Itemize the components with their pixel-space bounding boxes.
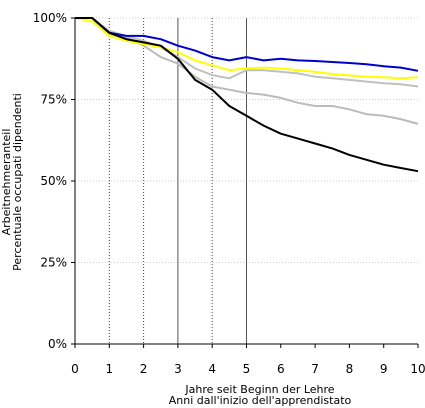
x-tick-label-5: 5 (243, 362, 251, 376)
x-tick-label-2: 2 (140, 362, 148, 376)
x-tick-label-3: 3 (174, 362, 182, 376)
y-tick-label-0: 0% (48, 337, 67, 351)
y-tick-label-4: 100% (33, 11, 67, 25)
y-axis-label-line2: Percentuale occupati dipendenti (11, 93, 24, 271)
x-ticks: 0 1 2 3 4 5 6 7 8 9 10 (71, 344, 425, 376)
y-tick-label-3: 75% (40, 93, 67, 107)
x-tick-label-10: 10 (410, 362, 425, 376)
series-line-5 (75, 17, 419, 173)
x-tick-label-0: 0 (71, 362, 79, 376)
y-tick-label-2: 50% (40, 174, 67, 188)
x-tick-label-9: 9 (380, 362, 388, 376)
series-line-3 (75, 17, 419, 72)
series-line-4 (74, 17, 419, 80)
y-axis-label-line1: Arbeitnehmeranteil (0, 129, 13, 236)
x-axis-label-line2: Anni dall'inizio dell'apprendistato (169, 394, 352, 407)
y-tick-label-1: 25% (40, 256, 67, 270)
y-ticks: 0% 25% 50% 75% 100% (33, 11, 75, 351)
x-tick-label-6: 6 (277, 362, 285, 376)
x-tick-label-7: 7 (311, 362, 319, 376)
series-layer (74, 17, 419, 173)
series-line-1 (75, 17, 419, 88)
x-tick-label-4: 4 (208, 362, 216, 376)
x-tick-label-1: 1 (105, 362, 113, 376)
x-axis-label-line1: Jahre seit Beginn der Lehre (184, 383, 334, 396)
x-tick-label-8: 8 (346, 362, 354, 376)
vertical-markers (108, 18, 247, 344)
